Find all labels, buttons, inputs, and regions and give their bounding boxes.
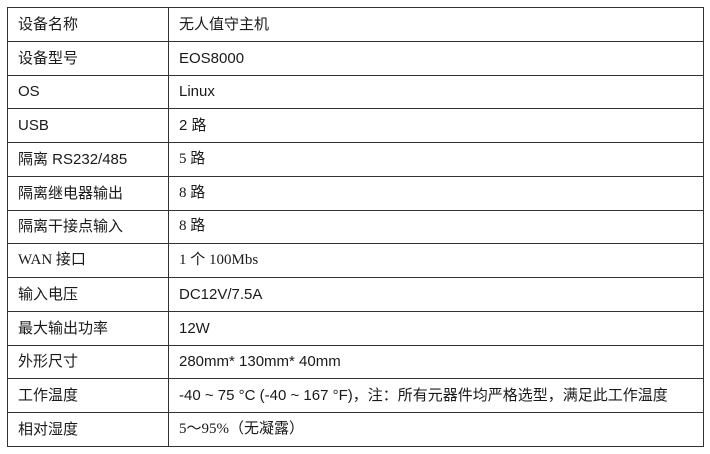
spec-value-cell: 1 个 100Mbs: [168, 243, 704, 279]
table-row: 隔离干接点输入 8 路: [7, 209, 704, 245]
spec-label-cell: 最大输出功率: [7, 310, 169, 346]
spec-label-cell: 设备型号: [7, 40, 169, 76]
spec-value-cell: 12W: [168, 310, 704, 346]
spec-value-cell: DC12V/7.5A: [168, 277, 704, 312]
spec-label-cell: 隔离干接点输入: [7, 209, 169, 245]
table-row: 相对湿度 5～95%（无凝露）: [7, 412, 704, 447]
spec-value-cell: 5～95%（无凝露）: [168, 412, 704, 447]
table-row: OS Linux: [7, 74, 704, 110]
spec-value-cell: -40 ~ 75 °C (-40 ~ 167 °F)，注：所有元器件均严格选型，…: [168, 378, 704, 414]
spec-value-cell: 8 路: [168, 209, 704, 245]
table-row: 隔离 RS232/485 5 路: [7, 142, 704, 177]
table-row: 最大输出功率 12W: [7, 310, 704, 346]
spec-value-cell: 无人值守主机: [168, 7, 704, 42]
table-row: 输入电压 DC12V/7.5A: [7, 277, 704, 312]
spec-label-cell: 隔离 RS232/485: [7, 142, 169, 177]
spec-value-cell: 2 路: [168, 108, 704, 144]
table-row: 隔离继电器输出 8 路: [7, 175, 704, 211]
spec-value-cell: 5 路: [168, 142, 704, 177]
table-row: 外形尺寸 280mm* 130mm* 40mm: [7, 344, 704, 380]
spec-table: 设备名称 无人值守主机 设备型号 EOS8000 OS Linux USB 2 …: [7, 7, 704, 447]
spec-value-cell: Linux: [168, 74, 704, 110]
spec-label-cell: 隔离继电器输出: [7, 175, 169, 211]
table-row: WAN 接口 1 个 100Mbs: [7, 243, 704, 279]
table-row: 工作温度 -40 ~ 75 °C (-40 ~ 167 °F)，注：所有元器件均…: [7, 378, 704, 414]
spec-label-cell: 输入电压: [7, 277, 169, 312]
table-row: 设备型号 EOS8000: [7, 40, 704, 76]
spec-label-cell: 设备名称: [7, 7, 169, 42]
spec-label-cell: 工作温度: [7, 378, 169, 414]
spec-value-cell: EOS8000: [168, 40, 704, 76]
spec-label-cell: 外形尺寸: [7, 344, 169, 380]
table-row: USB 2 路: [7, 108, 704, 144]
spec-label-cell: USB: [7, 108, 169, 144]
table-row: 设备名称 无人值守主机: [7, 7, 704, 42]
spec-label-cell: OS: [7, 74, 169, 110]
spec-value-cell: 8 路: [168, 175, 704, 211]
spec-label-cell: 相对湿度: [7, 412, 169, 447]
spec-value-cell: 280mm* 130mm* 40mm: [168, 344, 704, 380]
spec-label-cell: WAN 接口: [7, 243, 169, 279]
